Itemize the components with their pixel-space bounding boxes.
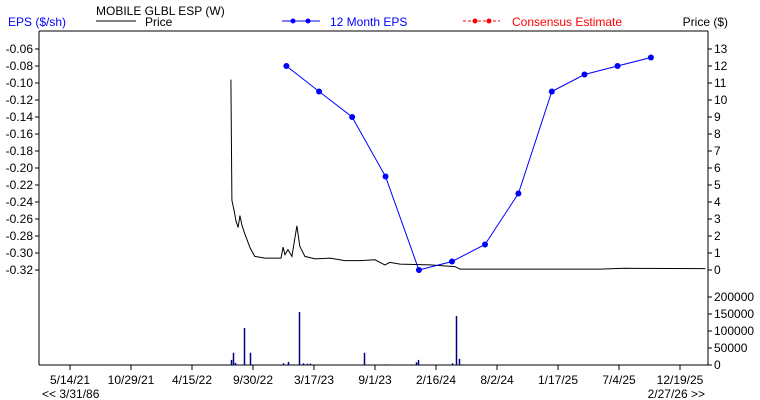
price-tick-label: 12 bbox=[714, 59, 728, 73]
eps-tick-label: -0.16 bbox=[6, 127, 34, 141]
volume-axis-ticks: 200000 150000 100000 50000 0 bbox=[708, 290, 754, 372]
legend-eps-label: 12 Month EPS bbox=[330, 15, 407, 29]
volume-tick-label: 150000 bbox=[714, 307, 754, 321]
eps-tick-label: -0.30 bbox=[6, 246, 34, 260]
x-tick-label: 10/29/21 bbox=[108, 373, 155, 387]
eps-point bbox=[349, 114, 356, 120]
eps-point bbox=[415, 267, 422, 273]
eps-point bbox=[647, 54, 654, 61]
eps-tick-label: -0.08 bbox=[6, 59, 34, 73]
eps-point bbox=[448, 258, 455, 265]
eps-tick-label: -0.24 bbox=[6, 195, 34, 209]
legend-consensus-label: Consensus Estimate bbox=[512, 15, 622, 29]
eps-tick-label: -0.20 bbox=[6, 161, 34, 175]
x-tick-label: 2/16/24 bbox=[416, 373, 456, 387]
eps-axis-ticks: -0.06 -0.08 -0.10 -0.12 -0.14 -0.16 -0.18 -0.20… bbox=[6, 42, 39, 277]
price-series bbox=[230, 79, 706, 270]
legend-eps-marker bbox=[305, 18, 311, 24]
price-tick-label: 10 bbox=[714, 93, 728, 107]
eps-tick-label: -0.32 bbox=[6, 263, 34, 277]
eps-tick-label: -0.14 bbox=[6, 110, 34, 124]
legend: Price 12 Month EPS Consensus Estimate bbox=[96, 15, 622, 29]
x-tick-label: 3/17/23 bbox=[294, 373, 334, 387]
price-tick-label: 8 bbox=[714, 127, 721, 141]
x-tick-label: 4/15/22 bbox=[172, 373, 212, 387]
x-tick-label: 7/4/25 bbox=[602, 373, 636, 387]
eps-tick-label: -0.18 bbox=[6, 144, 34, 158]
eps-point bbox=[482, 241, 489, 248]
price-tick-label: 5 bbox=[714, 178, 721, 192]
eps-tick-label: -0.28 bbox=[6, 229, 34, 243]
x-axis-ticks: 5/14/21 10/29/21 4/15/22 9/30/22 3/17/23 9/1/… bbox=[50, 365, 704, 387]
eps-tick-label: -0.22 bbox=[6, 178, 34, 192]
volume-tick-label: 200000 bbox=[714, 290, 754, 304]
legend-consensus-marker bbox=[472, 18, 478, 24]
price-tick-label: 4 bbox=[714, 195, 721, 209]
price-tick-label: 9 bbox=[714, 110, 721, 124]
legend-price-label: Price bbox=[145, 15, 173, 29]
eps-point bbox=[382, 173, 389, 180]
price-tick-label: 0 bbox=[714, 263, 721, 277]
x-tick-label: 5/14/21 bbox=[50, 373, 90, 387]
price-tick-label: 13 bbox=[714, 42, 728, 56]
legend-eps-marker bbox=[290, 18, 296, 24]
eps-point bbox=[614, 63, 621, 69]
x-tick-label: 9/30/22 bbox=[233, 373, 273, 387]
x-tick-label: 1/17/25 bbox=[538, 373, 578, 387]
chart-title: MOBILE GLBL ESP (W) bbox=[96, 4, 225, 18]
scroll-back-link[interactable]: << 3/31/86 bbox=[42, 387, 100, 400]
eps-tick-label: -0.12 bbox=[6, 93, 34, 107]
x-tick-label: 8/2/24 bbox=[480, 373, 514, 387]
left-axis-label: EPS ($/sh) bbox=[8, 15, 66, 29]
price-tick-label: 2 bbox=[714, 229, 721, 243]
scroll-forward-link[interactable]: 2/27/26 >> bbox=[648, 387, 705, 400]
eps-series bbox=[283, 54, 654, 273]
price-tick-label: 11 bbox=[714, 76, 727, 90]
volume-tick-label: 50000 bbox=[714, 341, 748, 355]
price-tick-label: 6 bbox=[714, 161, 721, 175]
eps-point bbox=[283, 63, 290, 69]
x-tick-label: 9/1/23 bbox=[358, 373, 392, 387]
eps-point bbox=[548, 88, 555, 95]
x-tick-label: 12/19/25 bbox=[657, 373, 704, 387]
volume-tick-label: 100000 bbox=[714, 324, 754, 338]
eps-tick-label: -0.10 bbox=[6, 76, 34, 90]
eps-tick-label: -0.06 bbox=[6, 42, 34, 56]
price-tick-label: 3 bbox=[714, 212, 721, 226]
eps-point bbox=[581, 71, 588, 78]
eps-line bbox=[286, 57, 652, 271]
eps-point bbox=[316, 88, 323, 95]
volume-bars bbox=[230, 311, 461, 365]
price-tick-label: 1 bbox=[714, 246, 721, 260]
plot-frame bbox=[38, 30, 709, 366]
legend-consensus-marker bbox=[486, 18, 492, 24]
price-tick-label: 7 bbox=[714, 144, 721, 158]
volume-tick-label: 0 bbox=[714, 358, 721, 372]
price-line bbox=[230, 79, 706, 270]
eps-point bbox=[515, 190, 522, 197]
eps-tick-label: -0.26 bbox=[6, 212, 34, 226]
right-axis-label: Price ($) bbox=[683, 15, 728, 29]
